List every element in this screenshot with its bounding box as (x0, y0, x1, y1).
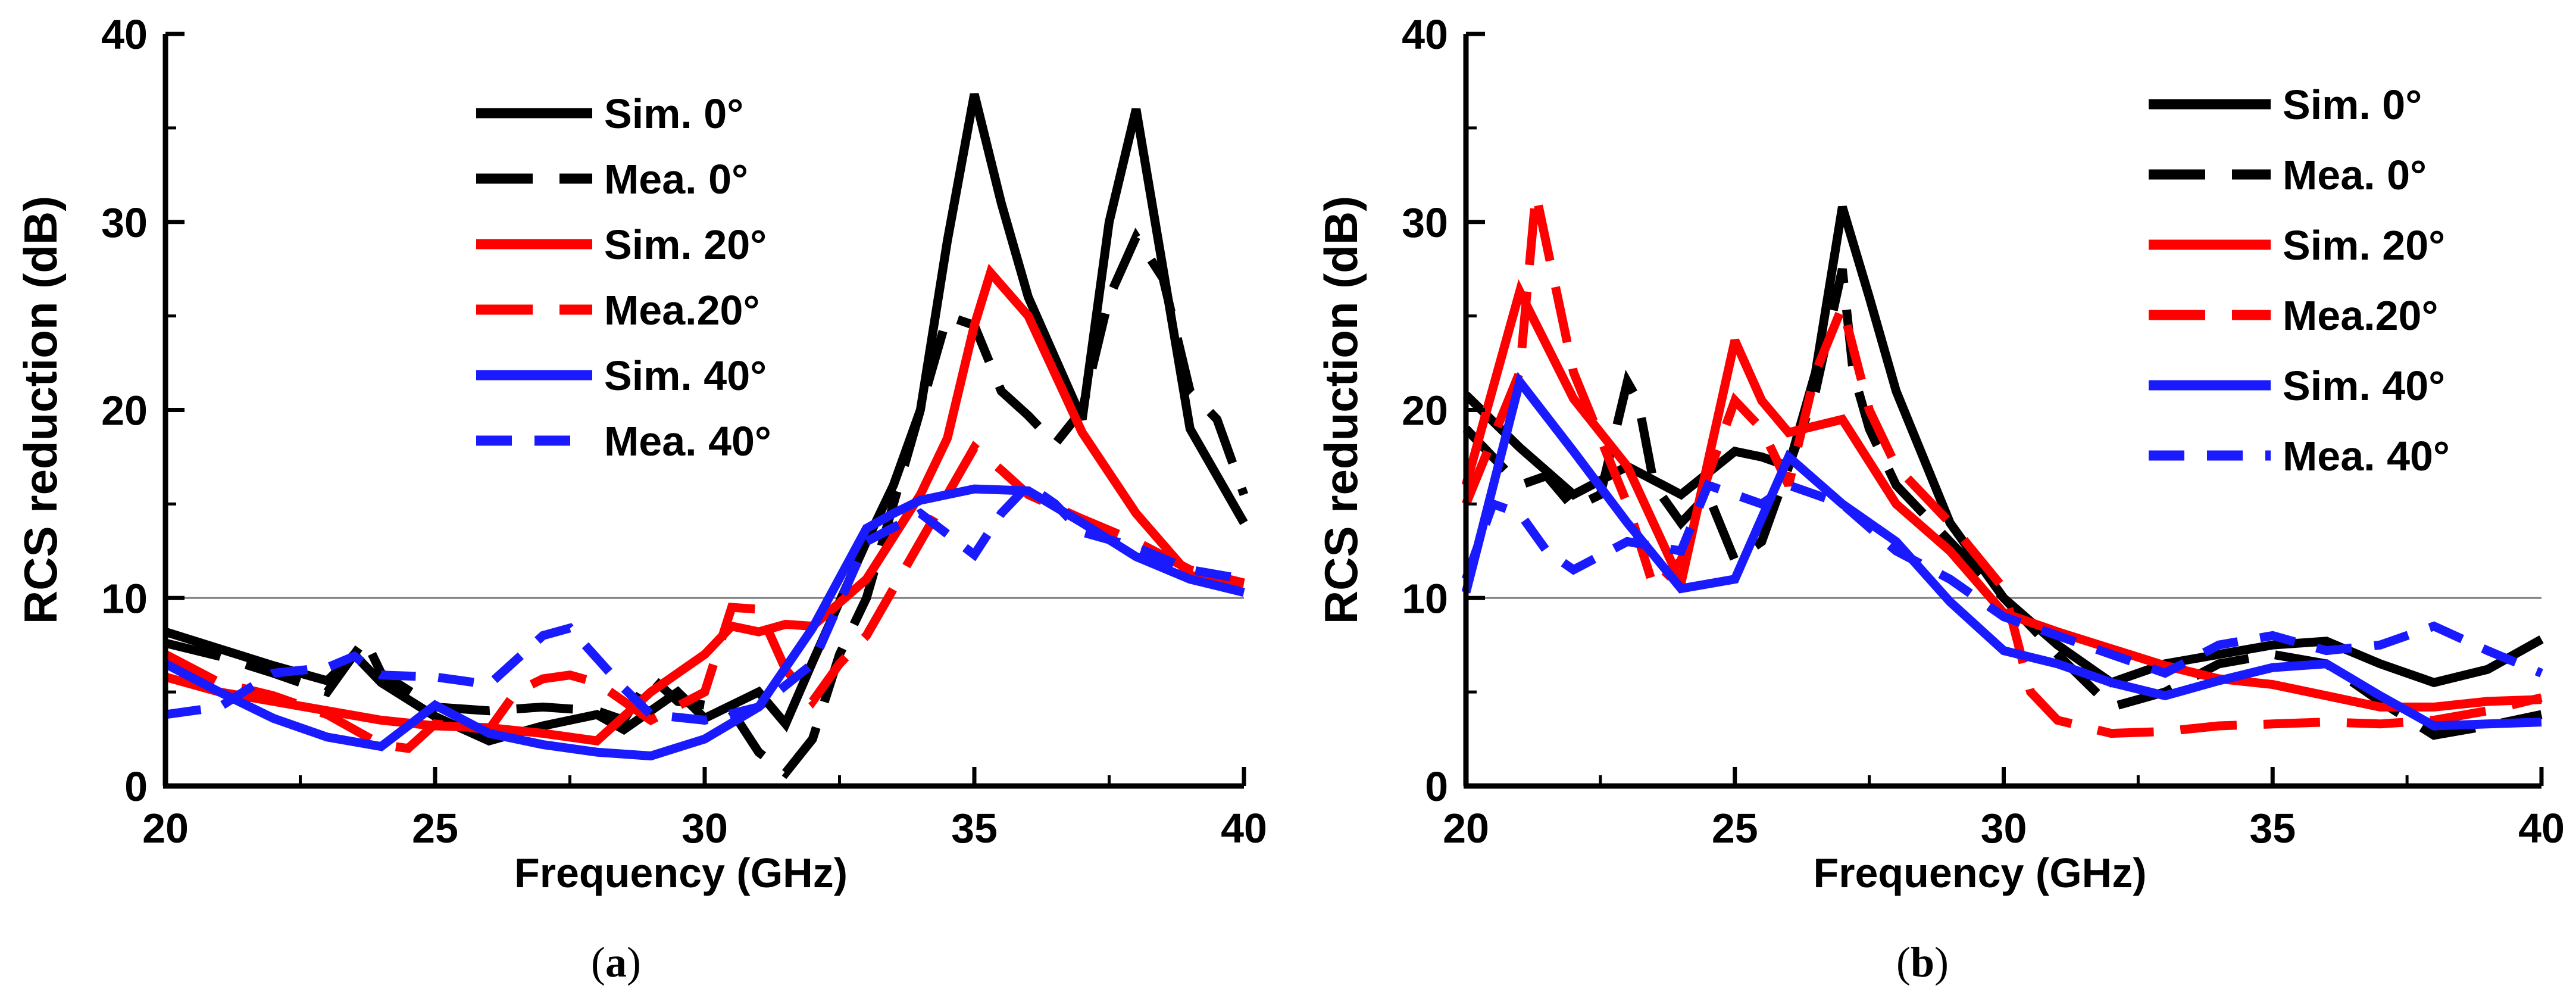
series-line-sim-20 (1461, 279, 2542, 712)
y-axis-title: RCS reduction (dB) (14, 196, 67, 624)
panel-label: (b) (1896, 938, 1949, 986)
legend-label-mea-20: Mea.20° (604, 287, 759, 333)
chart-panel-b: 20 25 30 35 40 0 10 20 30 40 Frequency (GHz) RCS re… (1315, 11, 2565, 986)
x-tick-label: 40 (1221, 805, 1267, 851)
series-line-mea-0 (1462, 268, 2543, 740)
series-line-mea-40 (1461, 479, 2543, 678)
series-line-mea-0 (164, 227, 1249, 779)
y-tick-label: 30 (101, 199, 148, 246)
y-axis-title: RCS reduction (dB) (1315, 196, 1367, 624)
legend-label-sim-40: Sim. 40° (2283, 363, 2445, 409)
legend-label-sim-0: Sim. 0° (604, 91, 743, 137)
legend-label-sim-0: Sim. 0° (2283, 82, 2422, 128)
x-tick-label: 25 (412, 805, 458, 851)
series-line-sim-20 (164, 263, 1245, 746)
x-tick-label: 20 (1443, 805, 1489, 851)
legend-label-sim-20: Sim. 20° (604, 222, 767, 268)
legend-label-mea-40: Mea. 40° (2283, 433, 2450, 479)
legend-label-sim-20: Sim. 20° (2283, 222, 2445, 269)
y-tick-label: 30 (1402, 199, 1448, 246)
panel-label: (a) (591, 938, 641, 986)
y-tick-label: 0 (1425, 763, 1448, 810)
x-tick-label: 35 (951, 805, 998, 851)
chart-panel-a: 20 25 30 35 40 0 10 20 30 40 Frequency (GHz) RCS re… (14, 11, 1267, 986)
legend-label-mea-20: Mea.20° (2283, 292, 2438, 339)
y-tick-label: 40 (101, 11, 148, 58)
y-tick-label: 0 (124, 763, 148, 810)
x-axis-title: Frequency (GHz) (514, 850, 848, 896)
series-line-mea-40 (164, 479, 1245, 725)
legend: Sim. 0° Mea. 0° Sim. 20° Mea.20° Sim. 40° Mea… (476, 91, 771, 464)
y-tick-label: 40 (1402, 11, 1448, 58)
x-tick-label: 30 (1981, 805, 2027, 851)
x-tick-label: 25 (1712, 805, 1758, 851)
legend-label-sim-40: Sim. 40° (604, 353, 767, 399)
legend-label-mea-0: Mea. 0° (2283, 152, 2427, 198)
x-axis-title: Frequency (GHz) (1813, 850, 2146, 896)
y-tick-label: 10 (101, 575, 148, 622)
legend-label-mea-40: Mea. 40° (604, 418, 771, 464)
series-line-mea-20 (163, 441, 1245, 753)
series-line-sim-0 (164, 93, 1248, 746)
legend: Sim. 0° Mea. 0° Sim. 20° Mea.20° Sim. 40° Mea… (2149, 82, 2450, 479)
x-tick-label: 35 (2249, 805, 2296, 851)
y-tick-label: 20 (101, 388, 148, 434)
y-tick-label: 10 (1402, 575, 1448, 622)
y-tick-label: 20 (1402, 388, 1448, 434)
x-tick-label: 20 (142, 805, 189, 851)
series-line-sim-0 (1462, 205, 2544, 688)
x-tick-label: 40 (2518, 805, 2565, 851)
x-tick-label: 30 (681, 805, 728, 851)
legend-label-mea-0: Mea. 0° (604, 156, 748, 202)
